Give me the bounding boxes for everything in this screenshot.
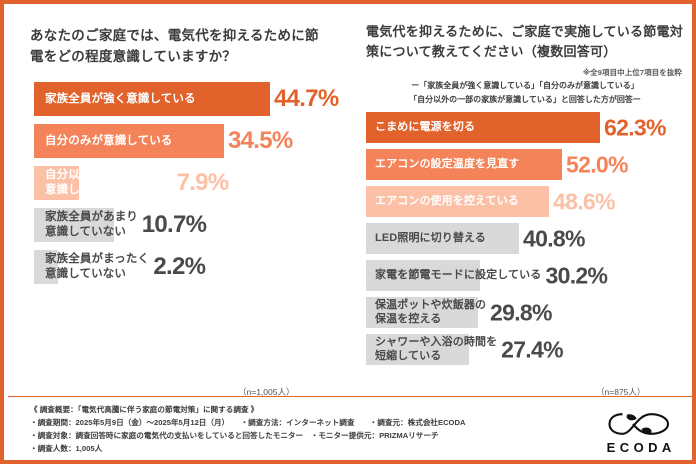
infinity-leaf-icon <box>608 413 670 435</box>
bar-category-label: 自分以外の一部の家族が 意識している <box>45 169 173 196</box>
bar-fill <box>34 123 224 158</box>
bar-value-label: 10.7% <box>141 210 207 238</box>
left-sample-size: （n=1,005人） <box>238 387 295 397</box>
bar-category-label: LED照明に切り替える <box>375 231 486 244</box>
bar-value-label: 2.2% <box>153 252 206 280</box>
left-chart-panel: あなたのご家庭では、電気代を抑えるために節電をどの程度意識していますか？ 家族全… <box>8 8 356 397</box>
ecoda-wordmark: ECODA <box>606 440 676 455</box>
right-bar-list: こまめに電源を切る 62.3% エアコンの設定温度を見直す 52.0% エアコンの使用を… <box>366 112 696 366</box>
bar-category-label: 家電を節電モードに設定している <box>375 268 542 281</box>
bar-category-label: 家族全員があまり 意識していない <box>45 211 138 238</box>
bar-fill <box>34 81 270 116</box>
bar-fill <box>366 334 469 366</box>
bar-value-label: 34.5% <box>228 126 293 154</box>
bar-value-label: 44.7% <box>274 84 339 112</box>
bar-row: エアコンの使用を控えている 48.6% <box>366 186 696 218</box>
bar-fill <box>366 260 480 292</box>
bar-fill <box>34 249 58 284</box>
bar-row: 家族全員がまったく 意識していない 2.2% <box>34 249 356 284</box>
bar-category-label: 家族全員が強く意識している <box>45 92 196 105</box>
bar-row: こまめに電源を切る 62.3% <box>366 112 696 144</box>
right-note-condition-line2: 「自分以外の一部の家族が意識している」と回答した方が回答ー <box>409 95 641 105</box>
bar-row: シャワーや入浴の時間を 短縮している 27.4% <box>366 334 696 366</box>
bar-category-label: エアコンの使用を控えている <box>375 194 519 207</box>
bar-fill <box>34 165 79 200</box>
panels-container: あなたのご家庭では、電気代を抑えるために節電をどの程度意識していますか？ 家族全… <box>8 8 696 397</box>
bar-value-label: 30.2% <box>545 262 608 289</box>
survey-line-1: 《 調査概要：「電気代高騰に伴う家庭の節電対策」に関する調査 》 <box>30 405 259 414</box>
right-question-title: 電気代を抑えるために、ご家庭で実施している節電対策について教えてください（複数回… <box>366 24 684 60</box>
right-note-condition-line1: ー「家族全員が強く意識している」「自分のみが意識している」 <box>411 81 639 91</box>
bar-row: 家族全員が強く意識している 44.7% <box>34 81 356 116</box>
survey-line-4: ・調査人数：1,005人 <box>30 444 103 454</box>
bar-category-label: こまめに電源を切る <box>375 120 475 133</box>
right-chart-panel: 電気代を抑えるために、ご家庭で実施している節電対策について教えてください（複数回… <box>356 8 696 397</box>
bar-row: エアコンの設定温度を見直す 52.0% <box>366 149 696 181</box>
bar-fill <box>366 223 519 255</box>
ecoda-logo: ECODA <box>596 407 682 457</box>
left-question-title: あなたのご家庭では、電気代を抑えるために節電をどの程度意識していますか？ <box>30 28 319 64</box>
bar-row: 自分のみが意識している 34.5% <box>34 123 356 158</box>
bar-value-label: 29.8% <box>490 299 552 326</box>
bar-row: 家電を節電モードに設定している 30.2% <box>366 260 696 292</box>
bar-category-label: 自分のみが意識している <box>45 134 173 147</box>
right-note-excerpt: ※全9項目中上位7項目を抜粋 <box>582 68 682 78</box>
footer: 《 調査概要：「電気代高騰に伴う家庭の節電対策」に関する調査 》 ・調査期間：2… <box>8 396 696 464</box>
bar-fill <box>366 186 549 218</box>
left-bar-list: 家族全員が強く意識している 44.7% 自分のみが意識している 34.5% 自分以外の一… <box>34 81 356 284</box>
bar-fill <box>366 112 600 144</box>
bar-value-label: 62.3% <box>604 114 666 141</box>
bar-fill <box>34 207 114 242</box>
bar-row: 家族全員があまり 意識していない 10.7% <box>34 207 356 242</box>
bar-value-label: 48.6% <box>553 188 615 215</box>
bar-category-label: シャワーや入浴の時間を 短縮している <box>375 336 498 362</box>
bar-category-label: エアコンの設定温度を見直す <box>375 157 520 170</box>
survey-line-2: ・調査期間：2025年5月9日（金）～2025年5月12日（月） ・調査方法：イ… <box>30 418 466 428</box>
bar-category-label: 保温ポットや炊飯器の 保温を控える <box>375 299 487 325</box>
bar-value-label: 52.0% <box>566 151 628 178</box>
survey-line-3: ・調査対象：調査回答時に家庭の電気代の支払いをしていると回答したモニター ・モニ… <box>30 431 439 441</box>
bar-row: 保温ポットや炊飯器の 保温を控える 29.8% <box>366 297 696 329</box>
survey-details: 《 調査概要：「電気代高騰に伴う家庭の節電対策」に関する調査 》 ・調査期間：2… <box>30 403 590 455</box>
bar-value-label: 27.4% <box>501 336 563 363</box>
bar-value-label: 40.8% <box>523 225 585 252</box>
bar-fill <box>366 297 478 329</box>
bar-row: LED照明に切り替える 40.8% <box>366 223 696 255</box>
bar-fill <box>366 149 562 181</box>
bar-value-label: 7.9% <box>176 168 230 196</box>
right-sample-size: （n=875人） <box>596 387 646 397</box>
bar-category-label: 家族全員がまったく 意識していない <box>45 253 150 280</box>
bar-row: 自分以外の一部の家族が 意識している 7.9% <box>34 165 356 200</box>
